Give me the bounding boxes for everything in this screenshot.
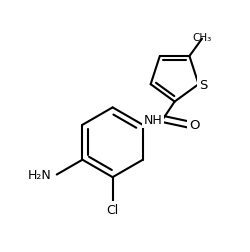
Text: CH₃: CH₃ xyxy=(192,33,212,43)
Text: S: S xyxy=(199,78,207,91)
Text: Cl: Cl xyxy=(106,203,119,216)
Text: NH: NH xyxy=(144,114,162,127)
Text: O: O xyxy=(189,119,200,132)
Text: H₂N: H₂N xyxy=(28,168,52,181)
